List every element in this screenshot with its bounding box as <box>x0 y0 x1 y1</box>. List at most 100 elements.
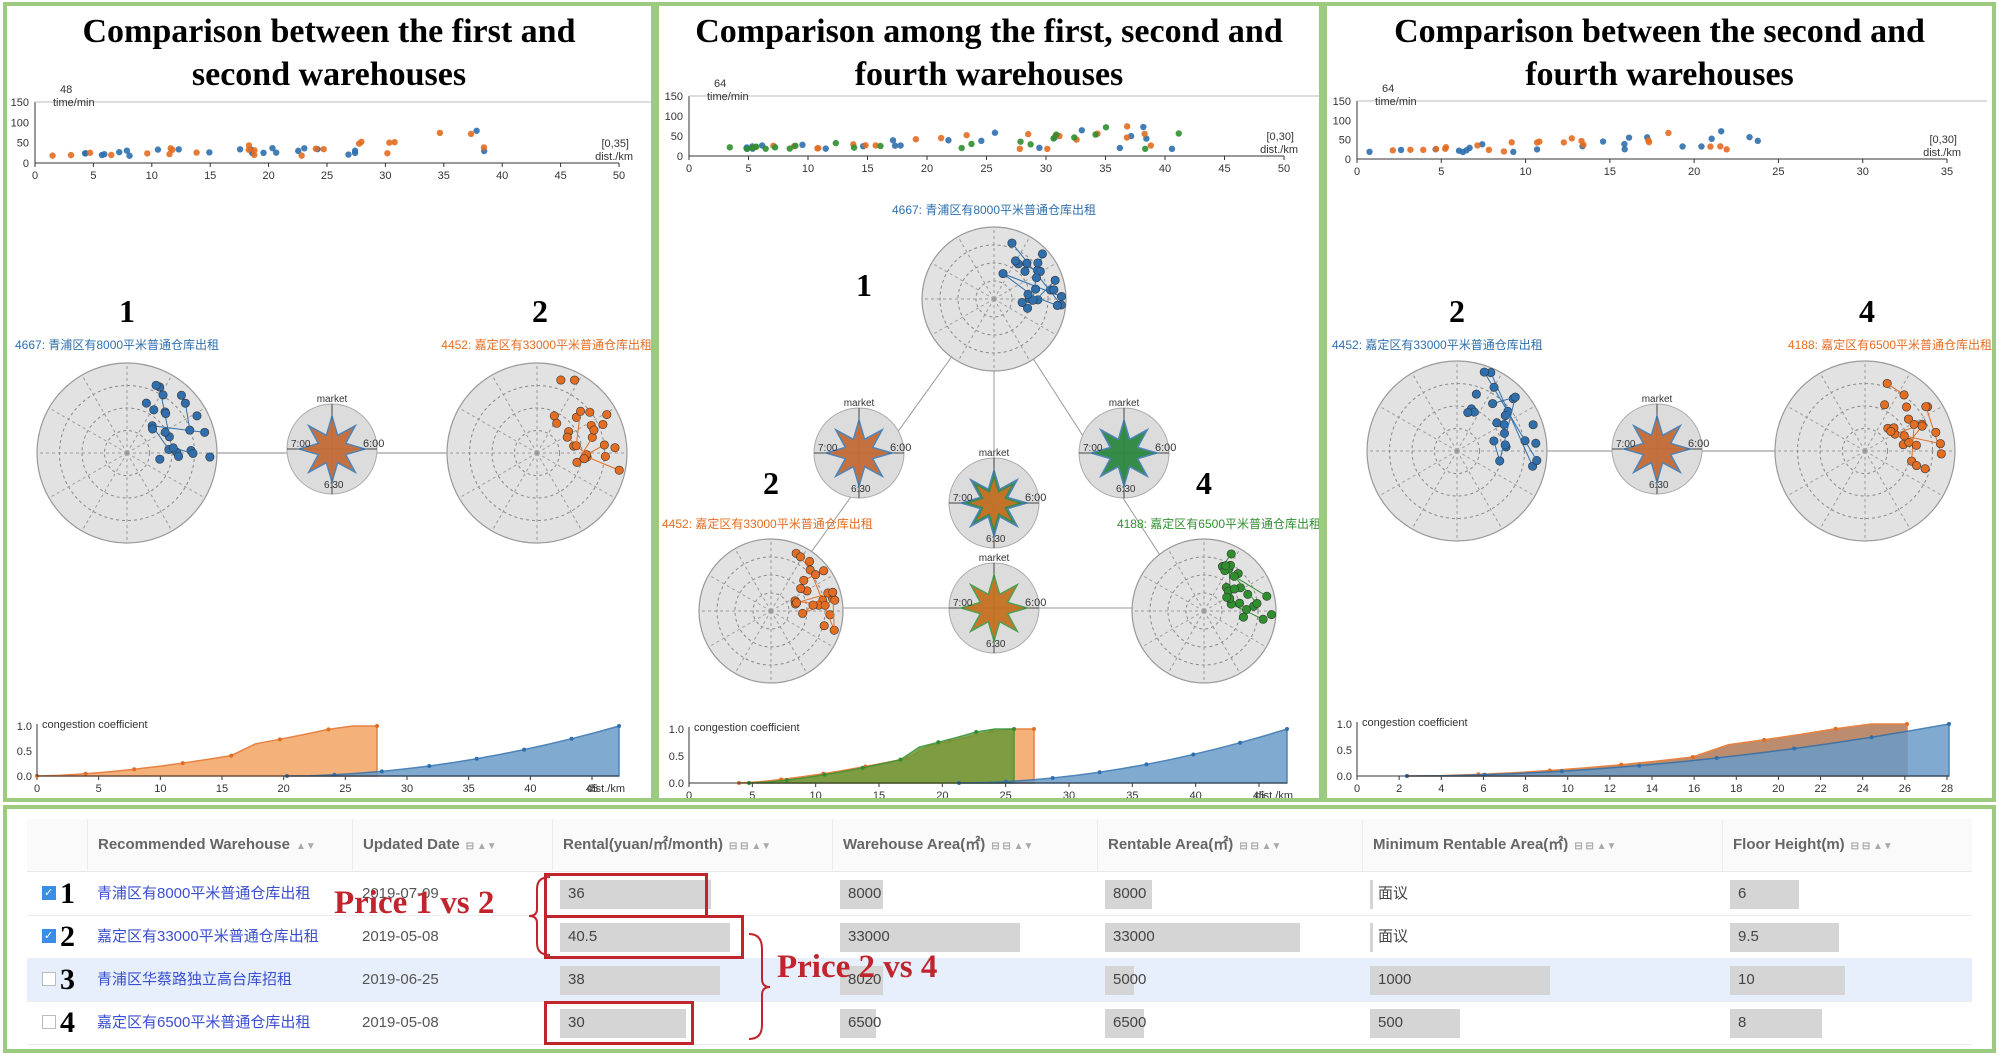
scatter-point <box>815 144 822 152</box>
polar-1-link <box>152 425 205 433</box>
congestion-point <box>1097 770 1102 775</box>
scatter-dist-label: dist./km <box>1923 147 1961 159</box>
header-recommended-warehouse[interactable]: Recommended Warehouse ▲▼ <box>87 819 352 871</box>
polar-2-spoke <box>536 452 616 499</box>
scatter-point <box>889 137 897 144</box>
table-row[interactable]: 2 嘉定区有33000平米普通仓库出租 2019-05-08 40.5 3300… <box>27 915 1972 959</box>
polar-1-point <box>205 452 215 462</box>
table-row[interactable]: 3 青浦区华蔡路独立高台库招租 2019-06-25 38 8020 5000 … <box>27 958 1972 1002</box>
scatter-time-label: time/min <box>707 91 749 103</box>
scatter-point <box>1533 139 1541 146</box>
scatter-point <box>1707 143 1714 150</box>
polar-2-point <box>589 425 599 435</box>
polar-1-spoke <box>81 452 128 532</box>
congestion-xtick: 8 <box>1523 783 1529 795</box>
scatter-ytick: 50 <box>1339 135 1351 147</box>
scatter-point <box>771 144 779 151</box>
polar-4-link <box>1904 435 1941 445</box>
congestion-xtick: 16 <box>1688 783 1700 795</box>
polar-2-spoke <box>734 610 772 674</box>
polar-1-point <box>1037 249 1047 259</box>
warehouse-label: 4188: 嘉定区有6500平米普通仓库出租 <box>1117 516 1321 531</box>
warehouse-label: 4667: 青浦区有8000平米普通仓库出租 <box>892 202 1096 217</box>
congestion-xtick: 0 <box>34 783 40 795</box>
warehouse-number: 2 <box>532 293 548 329</box>
scatter-point <box>67 151 75 159</box>
rentable-area-cell-bar <box>1105 966 1134 995</box>
radar-time-label: 7:00 <box>1616 439 1636 450</box>
congestion-point <box>132 767 137 772</box>
polar-2-link <box>832 592 835 631</box>
scatter-point <box>295 147 302 155</box>
polar-1-spoke <box>957 236 995 300</box>
polar-4-point <box>1904 414 1914 424</box>
congestion-point <box>1833 726 1838 731</box>
header-min-rentable-area[interactable]: Minimum Rentable Area(㎡) ⊟ ⊟ ▲▼ <box>1362 819 1722 871</box>
price-highlight-2 <box>544 915 744 959</box>
congestion-xtick: 26 <box>1899 783 1911 795</box>
polar-2-point <box>610 443 620 453</box>
warehouse-name-link[interactable]: 嘉定区有6500平米普通仓库出租 <box>97 1014 311 1031</box>
scatter-point <box>1698 143 1705 150</box>
row-checkbox[interactable] <box>42 1015 56 1029</box>
polar-2-point <box>576 406 586 416</box>
table-row[interactable]: 1 青浦区有8000平米普通仓库出租 2019-07-09 36 8000 80… <box>27 872 1972 916</box>
polar-1-point <box>1033 258 1043 268</box>
congestion-point <box>326 727 331 732</box>
row-checkbox[interactable] <box>42 972 56 986</box>
congestion-xtick: 30 <box>401 783 413 795</box>
header-floor-height[interactable]: Floor Height(m) ⊟ ⊟ ▲▼ <box>1722 819 1982 871</box>
scatter-point <box>1665 129 1672 137</box>
row-checkbox[interactable] <box>42 915 56 958</box>
congestion-point <box>474 756 479 761</box>
warehouse-number: 1 <box>119 293 135 329</box>
header-warehouse-area[interactable]: Warehouse Area(㎡) ⊟ ⊟ ▲▼ <box>832 819 1097 871</box>
polar-2-point <box>1500 411 1510 421</box>
scatter-time-label: time/min <box>1375 96 1417 108</box>
scatter-xtick: 10 <box>802 163 814 175</box>
congestion-point <box>1012 727 1016 731</box>
scatter-ytick: 100 <box>1333 115 1351 127</box>
scatter-point <box>116 148 123 156</box>
scatter-time-max: 48 <box>60 84 72 96</box>
scatter-point <box>391 138 398 146</box>
congestion-xtick: 35 <box>1126 790 1138 802</box>
scatter-point <box>937 134 945 142</box>
congestion-point <box>180 761 185 766</box>
congestion-dist-label: dist./km <box>587 783 625 795</box>
scatter-point <box>1718 128 1725 135</box>
header-updated-date[interactable]: Updated Date ⊟ ▲▼ <box>352 819 552 871</box>
polar-2-point <box>1489 436 1499 446</box>
congestion-point <box>1792 746 1797 751</box>
scatter-point <box>1024 130 1032 138</box>
warehouse-name-link[interactable]: 嘉定区有33000平米普通仓库出租 <box>97 928 319 945</box>
warehouse-name-link[interactable]: 青浦区华蔡路独立高台库招租 <box>97 971 293 988</box>
row-checkbox[interactable] <box>42 872 56 915</box>
radar-2-4-shape <box>963 577 1025 639</box>
radar-1-4-time-label: 7:00 <box>1083 443 1103 454</box>
radar-shape <box>301 418 363 480</box>
scatter-point <box>154 146 162 153</box>
polar-2-point <box>552 418 562 428</box>
scatter-point <box>345 151 352 158</box>
polar-2-point <box>1531 438 1541 448</box>
scatter-point <box>386 139 393 146</box>
polar-4-point <box>1901 402 1911 412</box>
scatter-point <box>1746 133 1753 141</box>
congestion-xtick: 10 <box>810 790 822 802</box>
header-rentable-area[interactable]: Rentable Area(㎡) ⊟ ⊟ ▲▼ <box>1097 819 1362 871</box>
updated-date-cell: 2019-07-09 <box>362 885 439 902</box>
polar-1-spoke <box>957 298 995 362</box>
polar-4-point <box>1262 591 1272 601</box>
scatter-point <box>1510 148 1517 156</box>
header-rental[interactable]: Rental(yuan/㎡/month) ⊟ ⊟ ▲▼ <box>552 819 832 871</box>
radar-1-4-shape <box>1093 422 1155 484</box>
price-highlight-1 <box>544 873 708 918</box>
table-row[interactable]: 4 嘉定区有6500平米普通仓库出租 2019-05-08 30 6500 65… <box>27 1001 1972 1045</box>
polar-1-point <box>149 405 159 415</box>
min-rentable-area-cell-bar <box>1370 966 1550 995</box>
congestion-xtick: 25 <box>339 783 351 795</box>
scatter-range: [0,30] <box>1929 134 1957 146</box>
warehouse-name-link[interactable]: 青浦区有8000平米普通仓库出租 <box>97 885 311 902</box>
